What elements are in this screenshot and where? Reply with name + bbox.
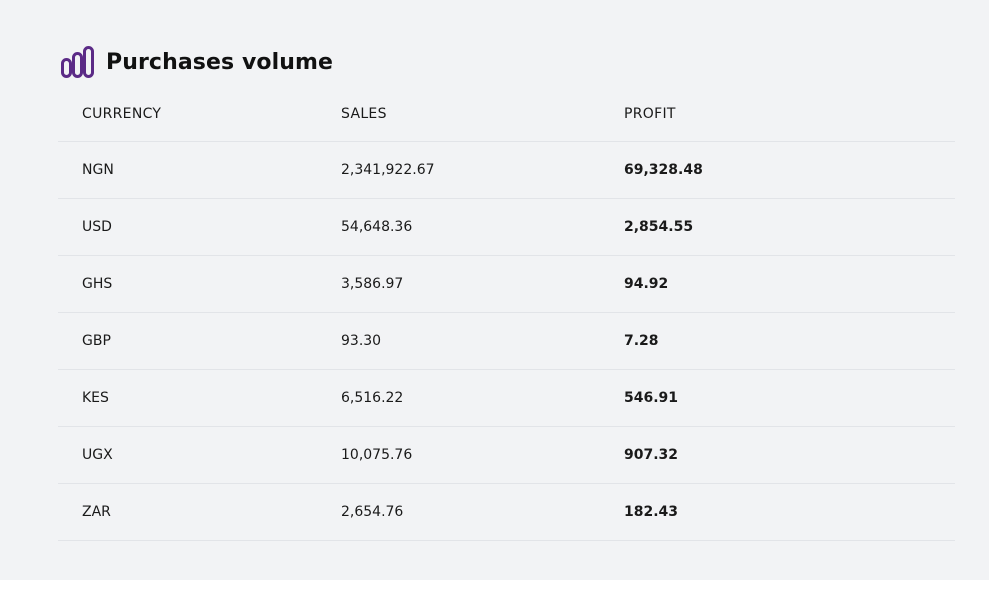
sales-cell: 93.30 — [341, 333, 382, 349]
page-title: Purchases volume — [106, 49, 334, 75]
panel-header: Purchases volume — [60, 44, 333, 80]
profit-cell: 94.92 — [624, 276, 669, 292]
sales-cell: 2,341,922.67 — [341, 162, 435, 178]
profit-cell: 546.91 — [624, 390, 679, 406]
sales-cell: 54,648.36 — [341, 219, 413, 235]
table-row: GHS 3,586.97 94.92 — [58, 256, 955, 313]
sales-cell: 10,075.76 — [341, 447, 413, 463]
table-row: GBP 93.30 7.28 — [58, 313, 955, 370]
purchases-table: CURRENCY SALES PROFIT NGN 2,341,922.67 6… — [58, 86, 955, 541]
purchases-volume-panel: Purchases volume CURRENCY SALES PROFIT N… — [0, 0, 989, 580]
profit-cell: 69,328.48 — [624, 162, 703, 178]
sales-cell: 3,586.97 — [341, 276, 404, 292]
table-row: NGN 2,341,922.67 69,328.48 — [58, 142, 955, 199]
currency-cell: GBP — [82, 333, 111, 349]
currency-cell: NGN — [82, 162, 114, 178]
table-row: UGX 10,075.76 907.32 — [58, 427, 955, 484]
currency-cell: UGX — [82, 447, 113, 463]
bar-chart-icon — [60, 45, 96, 79]
profit-cell: 2,854.55 — [624, 219, 694, 235]
currency-cell: GHS — [82, 276, 113, 292]
sales-cell: 6,516.22 — [341, 390, 404, 406]
column-header-currency: CURRENCY — [82, 105, 162, 122]
profit-cell: 182.43 — [624, 504, 679, 520]
currency-cell: USD — [82, 219, 112, 235]
profit-cell: 907.32 — [624, 447, 679, 463]
table-row: KES 6,516.22 546.91 — [58, 370, 955, 427]
column-header-profit: PROFIT — [624, 105, 676, 122]
column-header-sales: SALES — [341, 105, 387, 122]
sales-cell: 2,654.76 — [341, 504, 404, 520]
table-row: ZAR 2,654.76 182.43 — [58, 484, 955, 541]
currency-cell: KES — [82, 390, 109, 406]
table-row: USD 54,648.36 2,854.55 — [58, 199, 955, 256]
currency-cell: ZAR — [82, 504, 111, 520]
table-header-row: CURRENCY SALES PROFIT — [58, 86, 955, 142]
profit-cell: 7.28 — [624, 333, 659, 349]
